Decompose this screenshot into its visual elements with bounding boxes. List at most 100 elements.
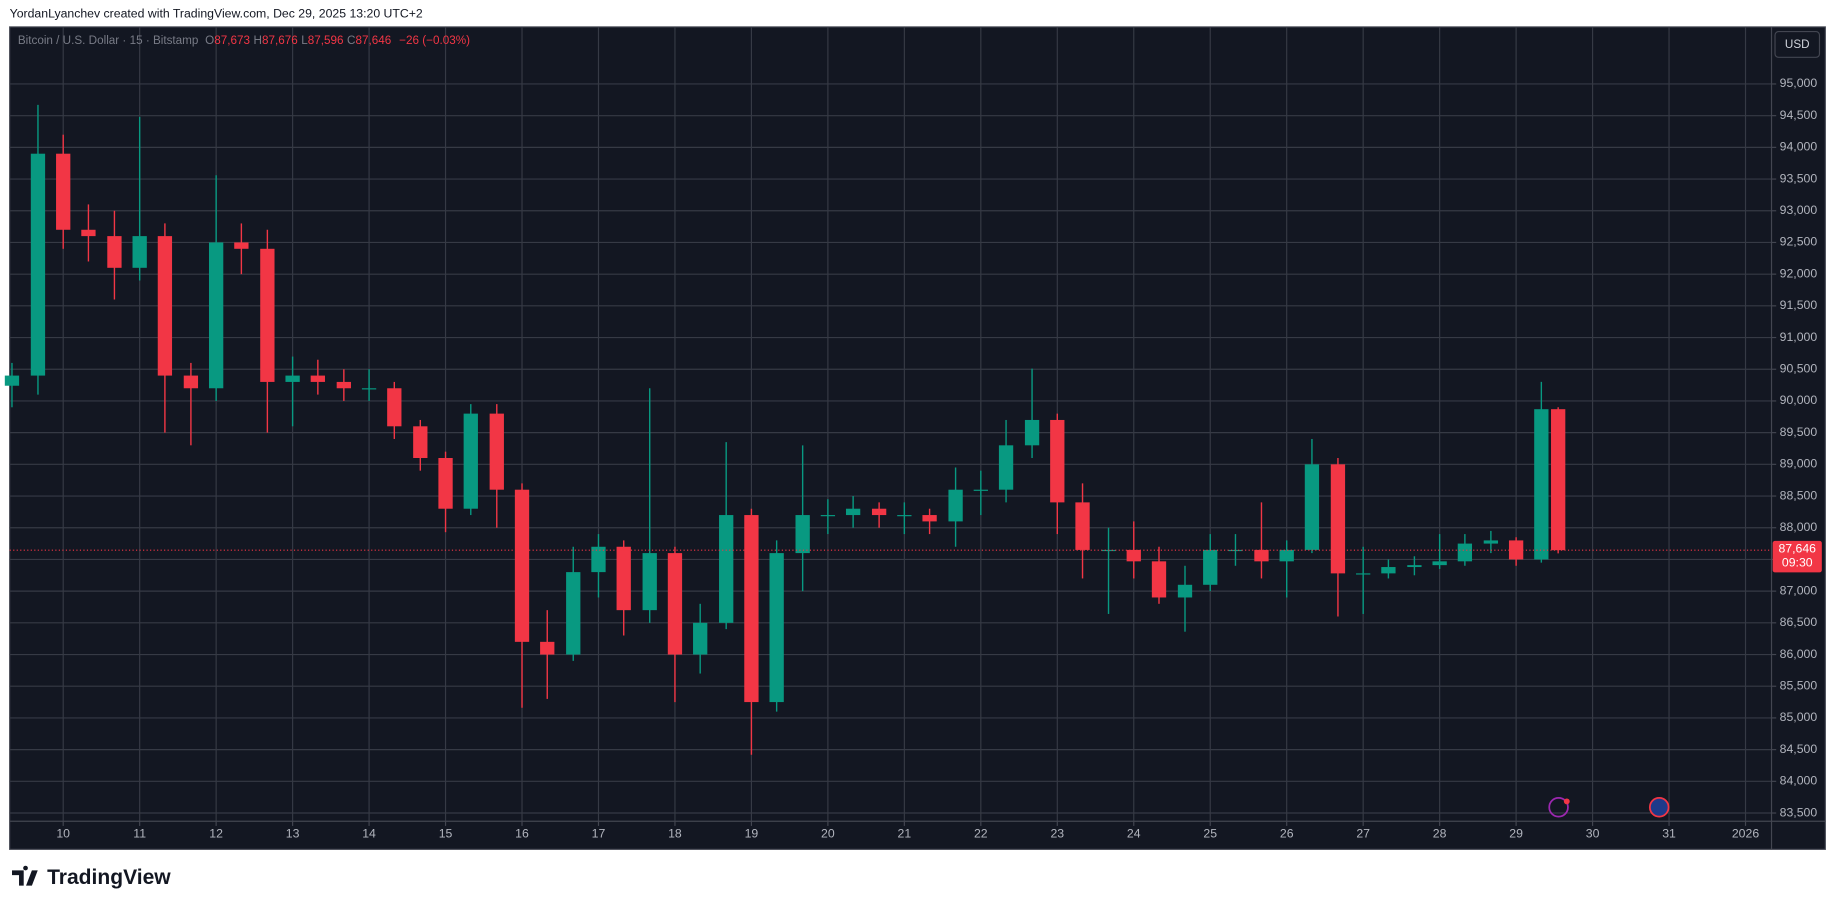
candle-body [438,457,453,509]
candle-body [183,375,199,389]
x-tick-label: 20 [821,826,835,840]
y-tick-label: 90,000 [1780,393,1818,407]
candle-body [948,489,963,522]
x-tick-label: 31 [1662,826,1676,840]
candle-body [1483,540,1499,544]
y-tick-label: 89,500 [1780,425,1818,439]
candle-body [616,546,631,611]
y-tick-label: 84,500 [1780,742,1818,756]
candle-body [1050,419,1065,503]
symbol: Bitcoin / U.S. Dollar · 15 · Bitstamp [18,34,199,47]
candle-body [693,622,708,655]
candle-body [871,508,887,516]
candle-body [1534,409,1549,560]
candle-body [387,388,402,427]
x-tick-label: 16 [515,826,529,840]
y-tick-label: 93,500 [1780,171,1818,185]
y-tick-label: 86,000 [1780,647,1818,661]
ohlc-value: 87,596 [308,34,344,47]
candle-body [132,236,147,268]
chart-frame [9,26,1826,850]
candle-body [845,508,861,516]
event-icon[interactable] [1548,796,1569,818]
candle-body [998,445,1014,490]
candle-body [973,489,988,491]
y-tick-label: 94,500 [1780,108,1818,122]
x-tick-label: 23 [1050,826,1064,840]
candle-body [719,515,734,623]
candle-body [1203,549,1218,585]
y-tick-label: 84,000 [1780,774,1818,788]
ohlc-key: L [301,34,308,47]
candle-body [463,413,478,509]
y-tick-label: 92,500 [1780,235,1818,249]
y-tick-label: 93,000 [1780,203,1818,217]
candle-body [208,242,224,389]
candle-body [157,236,173,376]
candle-body [591,546,606,573]
event-icon[interactable] [1648,796,1670,818]
watermark: YordanLyanchev created with TradingView.… [10,6,423,20]
y-tick-label: 83,500 [1780,805,1818,819]
candle-body [260,248,275,382]
candle-body [336,381,351,389]
candle-body [413,426,428,458]
candle-body [1381,567,1396,574]
x-tick-label: 21 [898,826,912,840]
y-tick-label: 91,000 [1780,330,1818,344]
candle-body [310,375,325,382]
candle-body [820,515,836,517]
currency-button[interactable] [1774,31,1821,58]
candle-body [769,553,784,703]
x-tick-label: 17 [592,826,606,840]
candle-body [795,515,810,554]
ohlc: O87,673 H87,676 L87,596 C87,646 [205,34,391,47]
candles [4,104,1566,755]
candle-body [540,641,555,655]
candle-body [1279,549,1294,562]
x-tick-label: 30 [1586,826,1600,840]
x-tick-label: 2026 [1732,826,1759,840]
y-tick-label: 91,500 [1780,298,1818,312]
candle-body [1304,464,1320,550]
candle-body [1126,549,1141,562]
x-tick-label: 11 [133,826,146,840]
candle-body [1407,565,1422,568]
candle-body [1075,502,1090,550]
y-tick-label: 87,000 [1780,583,1818,597]
candle-body [642,553,657,611]
x-tick-label: 24 [1127,826,1141,840]
x-tick-label: 26 [1280,826,1294,840]
candle-body [1432,561,1447,566]
ohlc-key: C [347,34,355,47]
candle-body [514,489,530,642]
candle-body [897,515,912,517]
y-tick-label: 90,500 [1780,361,1818,375]
candle-body [56,153,71,230]
x-tick-label: 13 [286,826,300,840]
candle-body [1254,549,1269,562]
x-tick-label: 29 [1509,826,1523,840]
x-tick-label: 10 [56,826,70,840]
y-tick-label: 88,500 [1780,488,1818,502]
ohlc-value: 87,646 [355,34,391,47]
symbol-legend: Bitcoin / U.S. Dollar · 15 · Bitstamp O8… [18,34,470,47]
last-price-label: 87,646 [1778,541,1816,555]
y-tick-label: 92,000 [1780,266,1818,280]
candle-body [285,375,300,382]
x-tick-label: 18 [668,826,682,840]
candle-body [81,229,96,237]
candle-body [744,515,759,703]
candle-body [1151,561,1167,598]
candle-body [1330,464,1346,574]
candle-body [667,553,683,655]
x-tick-label: 14 [362,826,376,840]
y-tick-label: 88,000 [1780,520,1818,534]
change: −26 (−0.03%) [399,34,470,47]
x-tick-label: 22 [974,826,988,840]
candle-body [922,515,937,522]
candle-body [489,413,504,490]
y-tick-label: 85,000 [1780,710,1818,724]
x-tick-label: 25 [1203,826,1217,840]
